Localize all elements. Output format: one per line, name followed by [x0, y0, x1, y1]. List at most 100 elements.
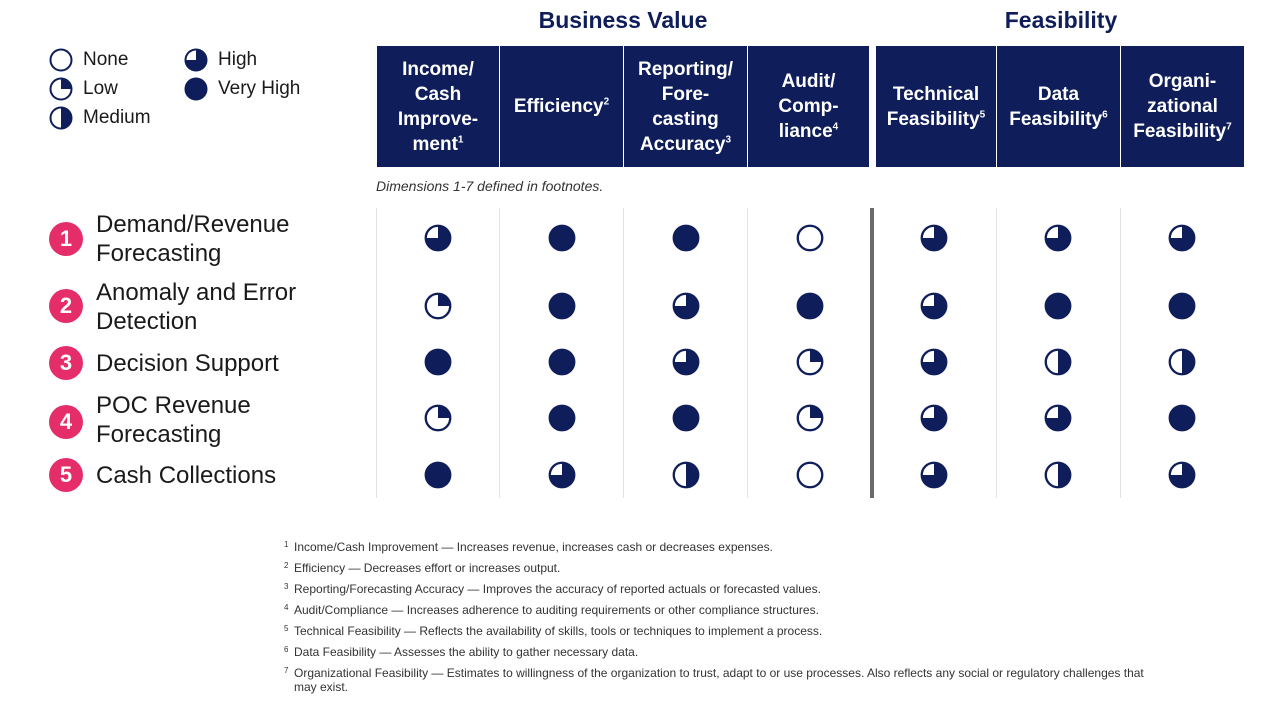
medium-harvey-ball-icon [672, 461, 700, 489]
group-divider [870, 208, 874, 498]
medium-harvey-ball-icon [1044, 348, 1072, 376]
business-value-title: Business Value [538, 7, 708, 33]
footnote-number: 1 [284, 540, 289, 549]
footnote-number: 5 [284, 624, 289, 633]
very-high-harvey-ball-icon [424, 348, 452, 376]
low-harvey-ball-icon [424, 292, 452, 320]
very-high-harvey-ball-icon [548, 404, 576, 432]
column-header-income-cash: Income/Cash Improve-ment1 [377, 46, 499, 167]
very-high-harvey-ball-icon [1168, 404, 1196, 432]
footnote: 2 Efficiency — Decreases effort or increa… [284, 561, 1144, 575]
legend-none: None [49, 47, 128, 73]
footnote-text: Reporting/Forecasting Accuracy — Improve… [294, 582, 821, 596]
none-harvey-ball-icon [796, 224, 824, 252]
footnote-text: Efficiency — Decreases effort or increas… [294, 561, 561, 575]
row-label-line: POC Revenue [96, 392, 251, 419]
column-header-reporting-forecasting: Reporting/Fore-casting Accuracy3 [624, 46, 747, 167]
column-separator [996, 208, 997, 498]
row-label-line: Decision Support [96, 350, 279, 377]
high-harvey-ball-icon [920, 404, 948, 432]
legend-very-high: Very High [184, 76, 300, 102]
none-harvey-ball-icon [796, 461, 824, 489]
row-number-badge: 5 [49, 458, 83, 492]
footnote-text: Income/Cash Improvement — Increases reve… [294, 540, 773, 554]
column-separator [499, 208, 500, 498]
high-harvey-ball-icon [184, 48, 208, 72]
medium-harvey-ball-icon [1168, 348, 1196, 376]
legend-none-label: None [83, 49, 129, 70]
high-harvey-ball-icon [920, 292, 948, 320]
high-harvey-ball-icon [1168, 461, 1196, 489]
footnote-number: 4 [284, 603, 289, 612]
legend-medium-label: Medium [83, 107, 151, 128]
high-harvey-ball-icon [1044, 224, 1072, 252]
footnotes: 1 Income/Cash Improvement — Increases rev… [284, 540, 1144, 701]
row-label-demand-revenue-forecasting: Demand/Revenue Forecasting [96, 210, 289, 268]
legend-low-label: Low [83, 78, 118, 99]
legend-low: Low [49, 76, 118, 102]
row-label-line: Forecasting [96, 421, 222, 448]
high-harvey-ball-icon [672, 292, 700, 320]
column-separator [376, 208, 377, 498]
high-harvey-ball-icon [424, 224, 452, 252]
very-high-harvey-ball-icon [424, 461, 452, 489]
column-separator [1120, 208, 1121, 498]
dimensions-note: Dimensions 1-7 defined in footnotes. [376, 178, 604, 194]
footnote: 6 Data Feasibility — Assesses the ability… [284, 645, 1144, 659]
footnote: 1 Income/Cash Improvement — Increases rev… [284, 540, 1144, 554]
column-header-organizational-feasibility: Organi-zational Feasibility7 [1121, 46, 1244, 167]
feasibility-title: Feasibility [1004, 7, 1118, 33]
footnote: 7 Organizational Feasibility — Estimates … [284, 666, 1144, 694]
very-high-harvey-ball-icon [1168, 292, 1196, 320]
low-harvey-ball-icon [796, 348, 824, 376]
legend-very-high-label: Very High [218, 78, 301, 99]
row-label-cash-collections: Cash Collections [96, 461, 276, 490]
high-harvey-ball-icon [1168, 224, 1196, 252]
row-number-badge: 1 [49, 222, 83, 256]
column-header-audit-compliance: Audit/Comp-liance4 [748, 46, 869, 167]
row-number-badge: 3 [49, 346, 83, 380]
footnote-text: Technical Feasibility — Reflects the ava… [294, 624, 823, 638]
row-label-line: Detection [96, 308, 198, 335]
column-header-technical-feasibility: Technical Feasibility5 [876, 46, 996, 167]
very-high-harvey-ball-icon [548, 224, 576, 252]
footnote-number: 2 [284, 561, 289, 570]
very-high-harvey-ball-icon [548, 348, 576, 376]
very-high-harvey-ball-icon [184, 77, 208, 101]
very-high-harvey-ball-icon [796, 292, 824, 320]
row-label-anomaly-error-detection: Anomaly and Error Detection [96, 278, 296, 336]
footnote-number: 3 [284, 582, 289, 591]
high-harvey-ball-icon [1044, 404, 1072, 432]
very-high-harvey-ball-icon [672, 404, 700, 432]
footnote-text: Organizational Feasibility — Estimates t… [294, 666, 1144, 694]
footnote: 3 Reporting/Forecasting Accuracy — Improv… [284, 582, 1144, 596]
high-harvey-ball-icon [920, 461, 948, 489]
low-harvey-ball-icon [796, 404, 824, 432]
low-harvey-ball-icon [424, 404, 452, 432]
very-high-harvey-ball-icon [1044, 292, 1072, 320]
footnote-text: Data Feasibility — Assesses the ability … [294, 645, 639, 659]
column-separator [747, 208, 748, 498]
row-label-line: Cash Collections [96, 462, 277, 489]
column-header-efficiency: Efficiency2 [500, 46, 623, 167]
very-high-harvey-ball-icon [672, 224, 700, 252]
low-harvey-ball-icon [49, 77, 73, 101]
high-harvey-ball-icon [548, 461, 576, 489]
column-separator [623, 208, 624, 498]
row-label-decision-support: Decision Support [96, 349, 279, 378]
footnote: 5 Technical Feasibility — Reflects the av… [284, 624, 1144, 638]
legend-high-label: High [218, 49, 258, 70]
footnote-text: Audit/Compliance — Increases adherence t… [294, 603, 819, 617]
row-label-line: Anomaly and Error [96, 279, 297, 306]
row-number-badge: 4 [49, 405, 83, 439]
very-high-harvey-ball-icon [548, 292, 576, 320]
footnote: 4 Audit/Compliance — Increases adherence … [284, 603, 1144, 617]
footnote-number: 6 [284, 645, 289, 654]
row-number-badge: 2 [49, 289, 83, 323]
legend-medium: Medium [49, 105, 151, 131]
column-header-data-feasibility: Data Feasibility6 [997, 46, 1120, 167]
high-harvey-ball-icon [672, 348, 700, 376]
medium-harvey-ball-icon [1044, 461, 1072, 489]
footnote-number: 7 [284, 666, 289, 675]
none-harvey-ball-icon [49, 48, 73, 72]
